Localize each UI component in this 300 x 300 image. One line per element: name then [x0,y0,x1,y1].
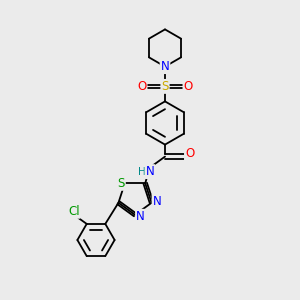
Text: H: H [138,167,146,177]
Text: Cl: Cl [68,205,80,218]
Text: N: N [136,210,145,223]
Text: N: N [153,195,161,208]
Text: O: O [137,80,146,93]
Text: S: S [161,80,169,93]
Text: O: O [184,80,193,93]
Text: O: O [185,147,194,160]
Text: N: N [146,165,154,178]
Text: S: S [118,177,125,190]
Text: N: N [160,60,169,73]
